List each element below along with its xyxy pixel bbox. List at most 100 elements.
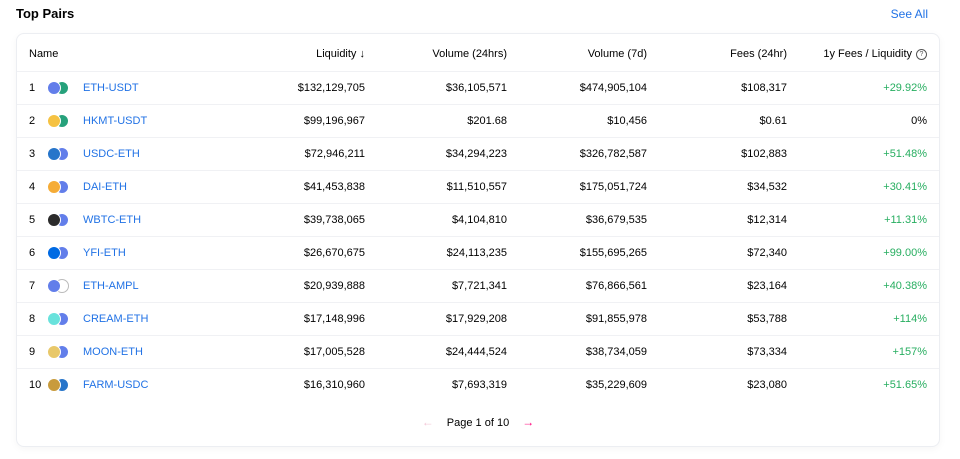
pagination: ← Page 1 of 10 → bbox=[17, 412, 939, 432]
row-fees-liquidity: +30.41% bbox=[883, 181, 927, 193]
row-rank: 1 bbox=[29, 82, 36, 94]
table-row[interactable]: 2 HKMT-USDT $99,196,967 $201.68 $10,456 $0.61… bbox=[17, 104, 939, 138]
row-liquidity: $39,738,065 bbox=[303, 214, 365, 226]
row-rank: 9 bbox=[29, 346, 36, 358]
row-rank: 7 bbox=[29, 280, 36, 292]
row-rank: 5 bbox=[29, 214, 36, 226]
row-volume-24h: $7,721,341 bbox=[451, 280, 507, 292]
row-fees-24h: $23,080 bbox=[747, 379, 787, 391]
row-volume-24h: $201.68 bbox=[467, 115, 507, 127]
row-liquidity: $41,453,838 bbox=[303, 181, 365, 193]
table-row[interactable]: 5 WBTC-ETH $39,738,065 $4,104,810 $36,679,53… bbox=[17, 203, 939, 237]
pair-token-icons bbox=[47, 246, 71, 262]
row-fees-24h: $102,883 bbox=[741, 148, 787, 160]
column-liquidity[interactable]: Liquidity ↓ bbox=[316, 38, 365, 70]
row-volume-24h: $24,113,235 bbox=[446, 247, 507, 259]
column-name: Name bbox=[29, 48, 59, 60]
eth-icon bbox=[47, 279, 61, 293]
row-volume-7d: $10,456 bbox=[607, 115, 647, 127]
row-volume-7d: $474,905,104 bbox=[579, 82, 647, 94]
pair-link[interactable]: DAI-ETH bbox=[83, 181, 127, 193]
row-fees-24h: $23,164 bbox=[747, 280, 787, 292]
row-volume-24h: $36,105,571 bbox=[445, 82, 507, 94]
pair-link[interactable]: WBTC-ETH bbox=[83, 214, 142, 226]
column-liquidity-label: Liquidity bbox=[316, 48, 357, 60]
pair-token-icons bbox=[47, 312, 71, 328]
pair-token-icons bbox=[47, 114, 71, 130]
row-volume-7d: $326,782,587 bbox=[579, 148, 647, 160]
pair-link[interactable]: ETH-USDT bbox=[83, 82, 139, 94]
row-volume-7d: $38,734,059 bbox=[585, 346, 647, 358]
row-rank: 4 bbox=[29, 181, 36, 193]
row-liquidity: $17,005,528 bbox=[303, 346, 365, 358]
row-fees-liquidity: 0% bbox=[911, 115, 927, 127]
pair-token-icons bbox=[47, 345, 71, 361]
column-volume-7d[interactable]: Volume (7d) bbox=[587, 48, 647, 60]
pair-token-icons bbox=[47, 180, 71, 196]
row-fees-24h: $108,317 bbox=[741, 82, 787, 94]
pair-token-icons bbox=[47, 147, 71, 163]
row-fees-liquidity: +40.38% bbox=[883, 280, 927, 292]
row-volume-24h: $7,693,319 bbox=[451, 379, 507, 391]
row-rank: 6 bbox=[29, 247, 36, 259]
table-row[interactable]: 6 YFI-ETH $26,670,675 $24,113,235 $155,695,2… bbox=[17, 236, 939, 270]
row-liquidity: $72,946,211 bbox=[304, 148, 365, 160]
pair-link[interactable]: FARM-USDC bbox=[83, 379, 149, 391]
table-row[interactable]: 10 FARM-USDC $16,310,960 $7,693,319 $35,229,… bbox=[17, 368, 939, 402]
row-fees-liquidity: +51.65% bbox=[883, 379, 927, 391]
row-fees-24h: $12,314 bbox=[747, 214, 787, 226]
row-volume-24h: $4,104,810 bbox=[451, 214, 507, 226]
row-liquidity: $17,148,996 bbox=[303, 313, 365, 325]
table-row[interactable]: 1 ETH-USDT $132,129,705 $36,105,571 $474,905… bbox=[17, 71, 939, 105]
dai-icon bbox=[47, 180, 61, 194]
table-row[interactable]: 9 MOON-ETH $17,005,528 $24,444,524 $38,734,0… bbox=[17, 335, 939, 369]
next-page-arrow-icon[interactable]: → bbox=[522, 415, 535, 429]
row-liquidity: $16,310,960 bbox=[303, 379, 365, 391]
eth-icon bbox=[47, 81, 61, 95]
row-fees-liquidity: +51.48% bbox=[883, 148, 927, 160]
wbtc-icon bbox=[47, 213, 61, 227]
row-volume-24h: $34,294,223 bbox=[445, 148, 507, 160]
yfi-icon bbox=[47, 246, 61, 260]
table-row[interactable]: 7 ETH-AMPL $20,939,888 $7,721,341 $76,866,56… bbox=[17, 269, 939, 303]
row-rank: 3 bbox=[29, 148, 36, 160]
row-liquidity: $132,129,705 bbox=[297, 82, 365, 94]
table-row[interactable]: 8 CREAM-ETH $17,148,996 $17,929,208 $91,855,… bbox=[17, 302, 939, 336]
column-fees-24h[interactable]: Fees (24hr) bbox=[730, 48, 787, 60]
top-pairs-table: Name Liquidity ↓ Volume (24hrs) Volume (… bbox=[16, 33, 940, 447]
pair-token-icons bbox=[47, 378, 71, 394]
prev-page-arrow-icon[interactable]: ← bbox=[421, 415, 434, 429]
column-fees-liquidity[interactable]: 1y Fees / Liquidity? bbox=[823, 38, 927, 70]
row-volume-7d: $35,229,609 bbox=[585, 379, 647, 391]
pair-token-icons bbox=[47, 279, 71, 295]
pair-token-icons bbox=[47, 213, 71, 229]
row-fees-liquidity: +157% bbox=[892, 346, 927, 358]
row-fees-liquidity: +99.00% bbox=[883, 247, 927, 259]
see-all-link[interactable]: See All bbox=[890, 7, 928, 21]
sort-down-icon: ↓ bbox=[359, 48, 366, 60]
row-volume-24h: $11,510,557 bbox=[446, 181, 507, 193]
pair-link[interactable]: HKMT-USDT bbox=[83, 115, 148, 127]
row-liquidity: $99,196,967 bbox=[303, 115, 365, 127]
table-row[interactable]: 3 USDC-ETH $72,946,211 $34,294,223 $326,782,… bbox=[17, 137, 939, 171]
table-row[interactable]: 4 DAI-ETH $41,453,838 $11,510,557 $175,051,7… bbox=[17, 170, 939, 204]
column-fees-liquidity-label: 1y Fees / Liquidity bbox=[823, 48, 912, 60]
pair-link[interactable]: USDC-ETH bbox=[83, 148, 140, 160]
row-rank: 8 bbox=[29, 313, 36, 325]
row-volume-7d: $36,679,535 bbox=[585, 214, 647, 226]
pair-link[interactable]: MOON-ETH bbox=[83, 346, 143, 358]
hkmt-icon bbox=[47, 114, 61, 128]
row-fees-24h: $72,340 bbox=[747, 247, 787, 259]
column-volume-24h[interactable]: Volume (24hrs) bbox=[432, 48, 507, 60]
section-title: Top Pairs bbox=[16, 6, 75, 21]
pair-token-icons bbox=[47, 81, 71, 97]
pair-link[interactable]: YFI-ETH bbox=[83, 247, 126, 259]
pair-link[interactable]: CREAM-ETH bbox=[83, 313, 149, 325]
help-icon[interactable]: ? bbox=[916, 49, 927, 60]
pair-link[interactable]: ETH-AMPL bbox=[83, 280, 139, 292]
row-volume-7d: $175,051,724 bbox=[579, 181, 647, 193]
table-header: Name Liquidity ↓ Volume (24hrs) Volume (… bbox=[17, 38, 939, 70]
row-fees-24h: $53,788 bbox=[747, 313, 787, 325]
row-fees-24h: $34,532 bbox=[747, 181, 787, 193]
row-fees-24h: $0.61 bbox=[759, 115, 787, 127]
